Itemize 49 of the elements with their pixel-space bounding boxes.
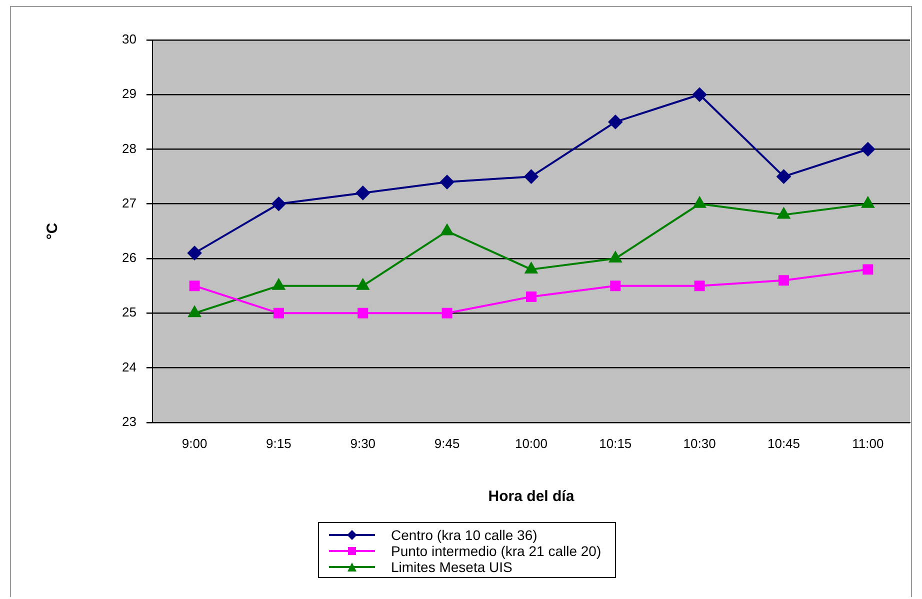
point — [272, 278, 285, 290]
x-tick-label: 9:15 — [266, 436, 292, 451]
legend-label: Centro (kra 10 calle 36) — [391, 527, 538, 543]
point — [442, 308, 452, 318]
point — [692, 88, 707, 102]
legend-label: Limites Meseta UIS — [391, 559, 512, 575]
point — [862, 264, 874, 275]
y-tick-label: 26 — [122, 250, 136, 266]
point — [610, 280, 621, 292]
point — [860, 142, 875, 156]
point — [693, 196, 706, 208]
y-tick-label: 23 — [122, 414, 136, 429]
point — [524, 170, 538, 184]
point — [778, 275, 789, 286]
point — [778, 208, 790, 219]
x-tick-label: 10:30 — [683, 436, 716, 451]
point — [440, 175, 454, 190]
x-tick-label: 10:45 — [767, 436, 800, 451]
x-tick-label: 11:00 — [852, 436, 884, 451]
point — [188, 306, 201, 318]
y-tick-label: 28 — [122, 140, 136, 156]
point — [356, 186, 370, 200]
y-tick-label: 27 — [122, 195, 136, 210]
point — [609, 252, 622, 263]
point — [862, 196, 874, 208]
y-tick-label: 29 — [122, 86, 136, 102]
point — [356, 278, 370, 290]
x-tick-label: 9:30 — [350, 436, 376, 451]
x-axis-title: Hora del día — [488, 488, 575, 506]
point — [358, 308, 368, 318]
y-tick-label: 24 — [122, 359, 136, 374]
point — [272, 196, 286, 211]
point — [776, 170, 791, 184]
point — [440, 224, 454, 236]
point — [525, 262, 538, 274]
x-tick-label: 10:15 — [599, 436, 632, 451]
point — [188, 246, 202, 260]
point — [273, 308, 284, 318]
point — [189, 280, 200, 292]
y-axis-title: °C — [44, 222, 62, 240]
x-tick-label: 9:00 — [182, 436, 208, 451]
x-tick-label: 9:45 — [434, 436, 460, 451]
point — [694, 280, 705, 292]
y-tick-label: 30 — [122, 32, 136, 47]
y-tick-label: 25 — [122, 304, 136, 320]
point — [526, 292, 536, 302]
legend-label: Punto intermedio (kra 21 calle 20) — [391, 543, 602, 559]
point — [608, 114, 622, 129]
x-tick-label: 10:00 — [514, 436, 548, 451]
